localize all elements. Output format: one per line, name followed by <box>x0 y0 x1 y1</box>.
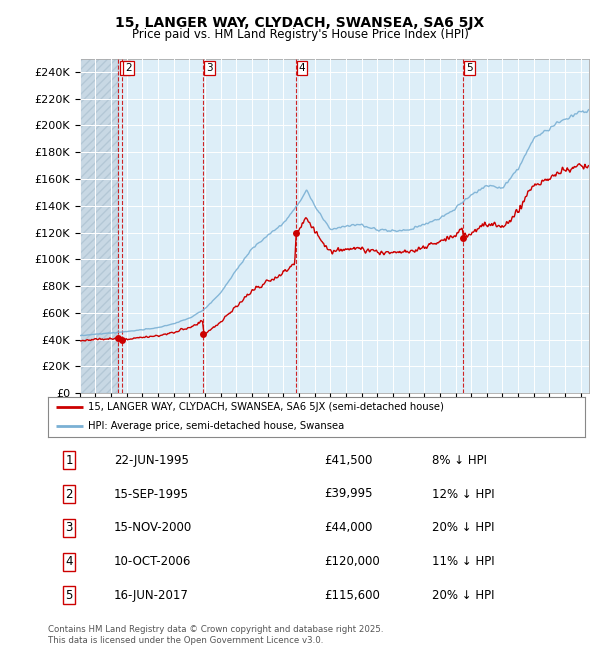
Text: 5: 5 <box>466 63 472 73</box>
Text: 15, LANGER WAY, CLYDACH, SWANSEA, SA6 5JX (semi-detached house): 15, LANGER WAY, CLYDACH, SWANSEA, SA6 5J… <box>88 402 444 412</box>
Text: 20% ↓ HPI: 20% ↓ HPI <box>432 589 494 602</box>
Text: 5: 5 <box>65 589 73 602</box>
Text: 8% ↓ HPI: 8% ↓ HPI <box>432 454 487 467</box>
Text: 15-NOV-2000: 15-NOV-2000 <box>114 521 192 534</box>
Text: 2: 2 <box>125 63 132 73</box>
Text: HPI: Average price, semi-detached house, Swansea: HPI: Average price, semi-detached house,… <box>88 421 344 431</box>
Text: 4: 4 <box>65 555 73 568</box>
Text: 12% ↓ HPI: 12% ↓ HPI <box>432 488 494 500</box>
Text: £44,000: £44,000 <box>324 521 373 534</box>
Text: 15, LANGER WAY, CLYDACH, SWANSEA, SA6 5JX: 15, LANGER WAY, CLYDACH, SWANSEA, SA6 5J… <box>115 16 485 31</box>
Text: £120,000: £120,000 <box>324 555 380 568</box>
Text: 3: 3 <box>65 521 73 534</box>
Text: 10-OCT-2006: 10-OCT-2006 <box>114 555 191 568</box>
Text: Contains HM Land Registry data © Crown copyright and database right 2025.
This d: Contains HM Land Registry data © Crown c… <box>48 625 383 645</box>
Text: Price paid vs. HM Land Registry's House Price Index (HPI): Price paid vs. HM Land Registry's House … <box>131 28 469 41</box>
Text: 11% ↓ HPI: 11% ↓ HPI <box>432 555 494 568</box>
Text: 1: 1 <box>122 63 128 73</box>
Text: 2: 2 <box>65 488 73 500</box>
Text: 22-JUN-1995: 22-JUN-1995 <box>114 454 189 467</box>
Text: 16-JUN-2017: 16-JUN-2017 <box>114 589 189 602</box>
Text: 1: 1 <box>65 454 73 467</box>
Text: 4: 4 <box>299 63 305 73</box>
Bar <box>80 58 118 393</box>
Text: £39,995: £39,995 <box>324 488 373 500</box>
Bar <box>80 58 118 393</box>
Text: 15-SEP-1995: 15-SEP-1995 <box>114 488 189 500</box>
Text: 20% ↓ HPI: 20% ↓ HPI <box>432 521 494 534</box>
Text: 3: 3 <box>206 63 213 73</box>
Text: £115,600: £115,600 <box>324 589 380 602</box>
Text: £41,500: £41,500 <box>324 454 373 467</box>
